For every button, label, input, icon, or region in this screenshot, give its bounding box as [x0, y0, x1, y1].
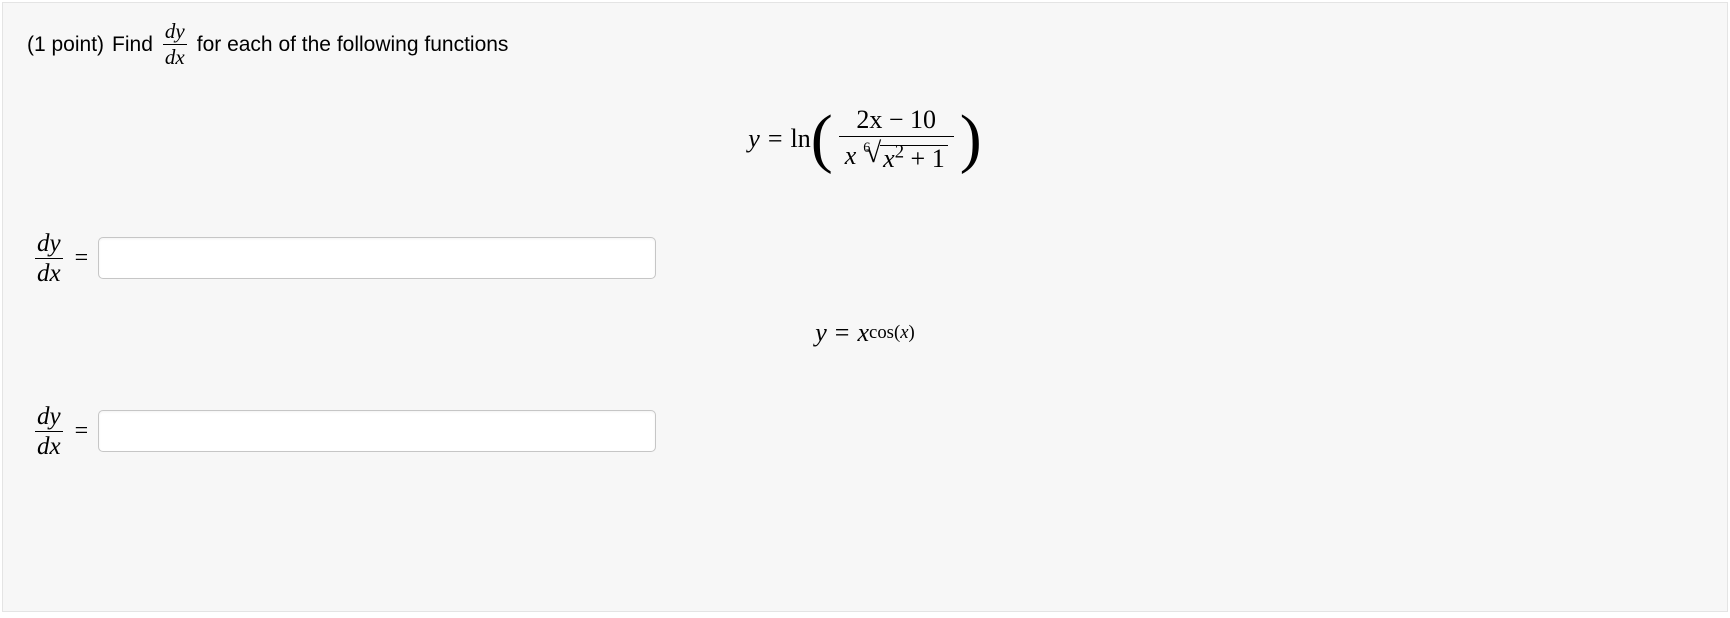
equation-2: y = xcos(x) [815, 318, 914, 348]
problem-panel: (1 point) Find dy dx for each of the fol… [2, 2, 1728, 612]
equals-1: = [75, 245, 89, 272]
eq2-equals: = [835, 318, 850, 348]
eq1-ln: ln [791, 124, 811, 154]
eq1-equals: = [768, 124, 783, 154]
answer-input-1[interactable] [98, 237, 656, 279]
eq1-numerator: 2x − 10 [856, 105, 936, 134]
eq1-rad-exp: 2 [895, 141, 904, 162]
equation-1: y = ln ( 2x − 10 x 6 √ x2 + 1 [748, 104, 981, 175]
dy-text-1: dy [37, 230, 61, 257]
eq1-radicand: x2 + 1 [880, 145, 948, 172]
equation-1-line: y = ln ( 2x − 10 x 6 √ x2 + 1 [27, 104, 1703, 175]
eq1-den-x: x [845, 143, 857, 169]
after-text: for each of the following functions [197, 33, 509, 57]
eq1-root-index: 6 [863, 141, 870, 155]
eq2-lhs: y [815, 318, 827, 348]
eq2-cos: cos( [869, 322, 900, 343]
eq1-rad-plus1: + 1 [904, 144, 945, 173]
answer-row-1: dy dx = [29, 231, 1703, 286]
dy-text-2: dy [37, 403, 61, 430]
find-text: Find [112, 33, 153, 57]
eq1-lhs: y [748, 124, 760, 154]
dx-text-2: dx [37, 433, 61, 460]
dx-text-1: dx [37, 260, 61, 287]
dy-dx-fraction-2: dy dx [35, 404, 63, 459]
points-label: (1 point) [27, 33, 104, 57]
equation-2-line: y = xcos(x) [27, 318, 1703, 348]
eq1-rad-x: x [883, 144, 895, 173]
equals-2: = [75, 418, 89, 445]
eq2-exp-close: ) [909, 322, 915, 343]
answer-input-2[interactable] [98, 410, 656, 452]
dy-dx-fraction: dy dx [163, 21, 187, 68]
problem-prompt: (1 point) Find dy dx for each of the fol… [27, 21, 1703, 68]
dy-text: dy [165, 19, 185, 43]
eq1-root: 6 √ x2 + 1 [858, 140, 947, 172]
dy-dx-fraction-1: dy dx [35, 231, 63, 286]
dx-text: dx [165, 45, 185, 69]
eq2-x: x [857, 318, 869, 348]
eq1-fraction: 2x − 10 x 6 √ x2 + 1 [839, 104, 954, 175]
answer-row-2: dy dx = [29, 404, 1703, 459]
eq2-exp-x: x [900, 322, 908, 343]
